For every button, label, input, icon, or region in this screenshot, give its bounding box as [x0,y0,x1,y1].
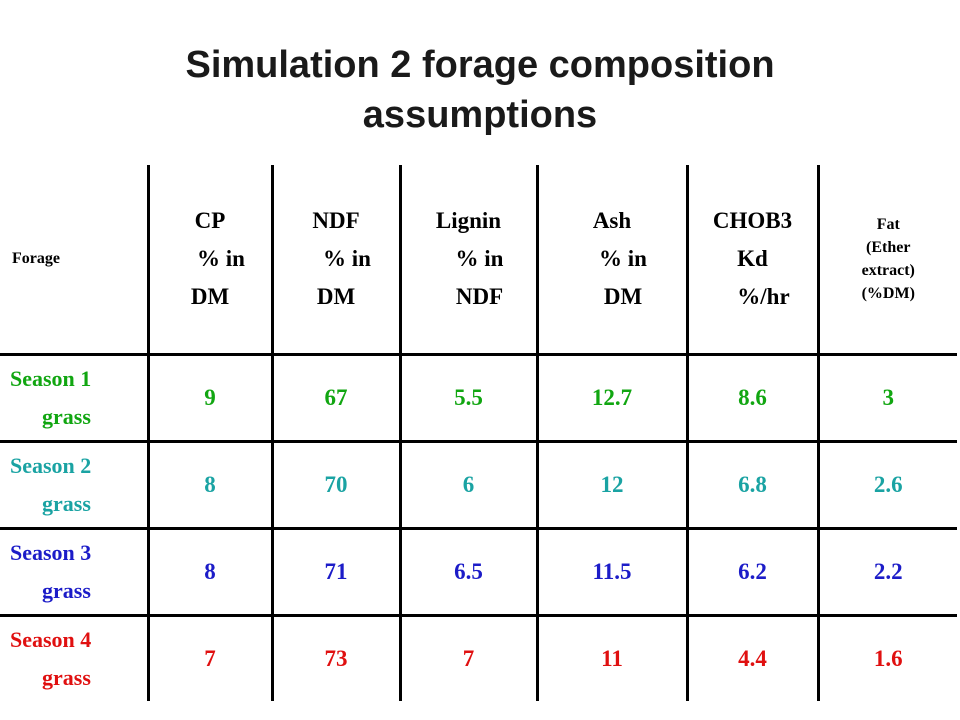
forage-label-type: grass [42,578,91,603]
cell-fat: 1.6 [816,615,957,701]
cell-ndf: 71 [270,528,400,617]
cell-ash: 12.7 [535,354,687,443]
cell-chob3: 4.4 [685,615,818,701]
cell-lignin: 6 [398,441,537,530]
header-lignin-line-1: Lignin [435,208,502,233]
cell-lignin: 7 [398,615,537,701]
cell-ndf: 67 [270,354,400,443]
cell-chob3: 8.6 [685,354,818,443]
forage-label-type: grass [42,491,91,516]
header-chob3-line-1: CHOB3 [712,208,793,233]
cell-cp: 8 [146,441,272,530]
cell-fat: 3 [816,354,957,443]
header-cp: CP % in DM [146,165,272,356]
cell-chob3: 6.2 [685,528,818,617]
forage-label: Season 3 grass [0,528,148,617]
cell-ndf: 73 [270,615,400,701]
header-fat: Fat (Ether extract) (%DM) [816,165,957,356]
header-lignin: Lignin % in NDF [398,165,537,356]
header-lignin-line-3: NDF [455,284,504,309]
cell-fat: 2.6 [816,441,957,530]
cell-cp: 7 [146,615,272,701]
header-forage: Forage [0,165,148,356]
forage-label-season: Season 1 [10,366,92,391]
table-row: Season 2 grass 8 70 6 12 6.8 2.6 [0,441,957,530]
header-chob3: CHOB3 Kd %/hr [685,165,818,356]
header-fat-line-4: (%DM) [861,285,915,302]
header-cp-line-3: DM [190,284,230,309]
forage-label-season: Season 3 [10,540,92,565]
header-fat-line-3: extract) [861,262,915,279]
header-chob3-line-3: %/hr [737,284,790,309]
header-ash-line-2: % in [599,246,647,271]
forage-label: Season 1 grass [0,354,148,443]
header-ndf-line-2: % in [323,246,371,271]
header-ash: Ash % in DM [535,165,687,356]
table-row: Season 4 grass 7 73 7 11 4.4 1.6 [0,615,957,702]
forage-label: Season 2 grass [0,441,148,530]
title-line-2: assumptions [362,94,598,136]
header-ndf: NDF % in DM [270,165,400,356]
cell-ash: 11 [535,615,687,701]
header-lignin-line-2: % in [455,246,504,271]
cell-lignin: 6.5 [398,528,537,617]
table-row: Season 1 grass 9 67 5.5 12.7 8.6 3 [0,354,957,443]
header-ash-line-3: DM [603,284,643,309]
cell-ash: 11.5 [535,528,687,617]
cell-lignin: 5.5 [398,354,537,443]
forage-label-type: grass [42,665,91,690]
title-line-1: Simulation 2 forage composition [185,44,775,86]
cell-fat: 2.2 [816,528,957,617]
cell-chob3: 6.8 [685,441,818,530]
header-cp-line-2: % in [197,246,245,271]
forage-composition-table: Forage CP % in DM NDF % in DM Lignin % i… [0,165,957,701]
slide-title: Simulation 2 forage composition assumpti… [0,40,960,140]
header-ndf-line-1: NDF [312,208,360,233]
cell-cp: 8 [146,528,272,617]
header-cp-line-1: CP [194,208,226,233]
table-header-row: Forage CP % in DM NDF % in DM Lignin % i… [0,165,957,356]
header-fat-line-2: (Ether [866,239,911,256]
table-row: Season 3 grass 8 71 6.5 11.5 6.2 2.2 [0,528,957,617]
forage-label-season: Season 2 [10,453,92,478]
forage-label-season: Season 4 [10,627,92,652]
cell-cp: 9 [146,354,272,443]
cell-ash: 12 [535,441,687,530]
cell-ndf: 70 [270,441,400,530]
header-chob3-line-2: Kd [737,246,768,271]
header-fat-line-1: Fat [876,216,900,233]
forage-label: Season 4 grass [0,616,148,702]
header-ndf-line-3: DM [316,284,356,309]
header-ash-line-1: Ash [592,208,632,233]
forage-label-type: grass [42,404,91,429]
